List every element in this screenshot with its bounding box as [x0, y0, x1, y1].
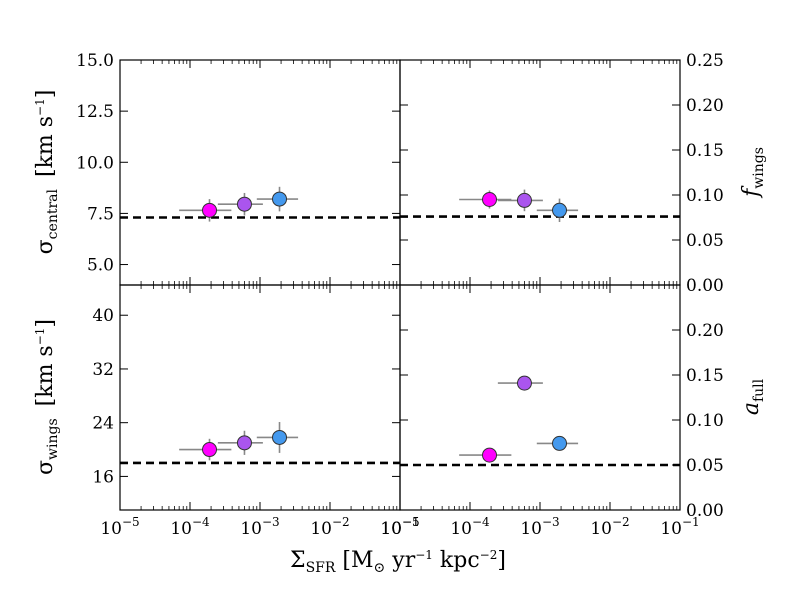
- x-tick-label: 10−4: [170, 515, 210, 539]
- x-tick-label: 10−5: [380, 515, 419, 539]
- y-tick-label: 0.05: [686, 456, 724, 476]
- y-tick-label: 16: [92, 467, 114, 487]
- y-tick-label: 0.20: [686, 96, 724, 116]
- ylabel-f-wings: fwings: [739, 147, 767, 199]
- y-tick-label: 0.20: [686, 321, 724, 341]
- data-point: [516, 375, 532, 391]
- ylabel-sigma-central: σcentral[km s−1]: [33, 90, 61, 255]
- data-point: [236, 435, 252, 451]
- panel-sigma_wings: 16 24 32 40 10−5 10−4 10−3 10−2 10−1: [92, 284, 420, 539]
- x-tick-label: 10−4: [450, 515, 490, 539]
- data-point: [482, 447, 498, 463]
- x-tick-label: 10−3: [240, 515, 279, 539]
- y-tick-label: 0.15: [686, 366, 724, 386]
- data-point: [482, 192, 498, 207]
- y-tick-label: 0.00: [686, 501, 724, 521]
- y-tick-label: 40: [92, 306, 114, 326]
- y-tick-label: 0.25: [686, 51, 724, 71]
- data-point: [552, 435, 568, 451]
- x-tick-label: 10−5: [100, 515, 139, 539]
- data-point: [272, 429, 288, 445]
- xlabel-sigma-sfr: ΣSFR [M⊙ yr−1 kpc−2]: [290, 548, 506, 576]
- panel-sigma_central: 5.0 7.5 10.0 12.5 15.0: [76, 51, 401, 286]
- y-tick-label: 32: [92, 360, 114, 380]
- data-point: [516, 192, 532, 208]
- ylabel-a-full: afull: [739, 378, 767, 415]
- x-tick-label: 10−2: [310, 515, 349, 539]
- data-point: [272, 191, 288, 207]
- y-tick-label: 0.05: [686, 231, 724, 251]
- y-tick-label: 12.5: [76, 102, 114, 122]
- y-tick-label: 0.00: [686, 276, 724, 296]
- x-tick-label: 10−2: [590, 515, 629, 539]
- y-tick-label: 0.15: [686, 141, 724, 161]
- x-tick-label: 10−1: [380, 515, 419, 539]
- y-tick-label: 5.0: [87, 256, 114, 276]
- y-tick-label: 15.0: [76, 51, 114, 71]
- data-point: [202, 202, 218, 218]
- panel-a_full: 0.00 0.05 0.10 0.15 0.20 10−5 10−4 10−3 10−2 10−1: [380, 284, 724, 539]
- ylabel-sigma-wings: σwings[km s−1]: [33, 319, 61, 475]
- data-point: [236, 196, 252, 212]
- x-tick-label: 10−3: [520, 515, 559, 539]
- x-tick-label: 10−1: [660, 515, 699, 539]
- panels: 5.07.510.012.515.00.000.050.100.150.200.…: [76, 51, 724, 539]
- y-tick-label: 7.5: [87, 204, 114, 224]
- y-tick-label: 24: [92, 414, 114, 434]
- panel-f_wings: 0.00 0.05 0.10 0.15 0.20 0.25: [399, 51, 724, 296]
- y-tick-label: 0.10: [686, 411, 724, 431]
- y-tick-label: 10.0: [76, 153, 114, 173]
- y-tick-label: 0.10: [686, 186, 724, 206]
- data-point: [202, 442, 218, 458]
- data-point: [552, 202, 568, 218]
